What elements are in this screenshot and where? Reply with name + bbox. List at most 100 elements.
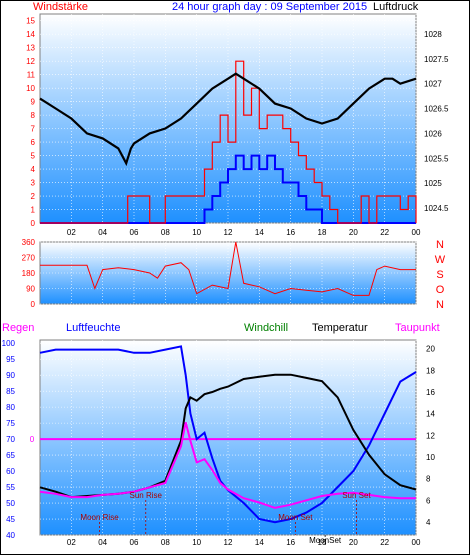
compass-label: W bbox=[435, 254, 446, 266]
humidity-tick-label: 65 bbox=[6, 451, 15, 460]
time-tick-label: 04 bbox=[98, 228, 107, 237]
wind-tick-label: 10 bbox=[26, 84, 35, 93]
humidity-tick-label: 70 bbox=[6, 435, 15, 444]
pressure-axis-title: Luftdruck bbox=[373, 1, 419, 13]
time-tick-label: 16 bbox=[286, 538, 295, 547]
time-tick-label: 14 bbox=[255, 538, 264, 547]
wind-series bbox=[40, 60, 417, 224]
time-tick-label: 02 bbox=[67, 228, 76, 237]
humidity-tick-label: 100 bbox=[2, 339, 16, 348]
event-label: Sun Set bbox=[342, 491, 371, 500]
temperature-tick-label: 10 bbox=[426, 453, 435, 462]
wind-tick-label: 6 bbox=[31, 138, 36, 147]
temperature-tick-label: 8 bbox=[426, 475, 431, 484]
windchill-title: Windchill bbox=[244, 322, 288, 334]
direction-tick-label: 180 bbox=[22, 269, 36, 278]
temperature-title: Temperatur bbox=[312, 322, 368, 334]
panel2-series bbox=[40, 241, 416, 296]
temperature-tick-label: 12 bbox=[426, 431, 435, 440]
event-label: Moon Rise bbox=[80, 513, 119, 522]
time-tick-label: 08 bbox=[161, 228, 170, 237]
wind-tick-label: 8 bbox=[31, 111, 36, 120]
pressure-tick-label: 1025.5 bbox=[424, 154, 449, 163]
humidity-title: Luftfeuchte bbox=[66, 322, 120, 334]
humidity-series bbox=[39, 345, 417, 524]
compass-label: N bbox=[436, 299, 444, 311]
wind-tick-label: 14 bbox=[26, 30, 35, 39]
time-tick-label: 10 bbox=[192, 228, 201, 237]
pressure-tick-label: 1027 bbox=[424, 80, 442, 89]
gust-series bbox=[40, 154, 416, 224]
compass-label: N bbox=[436, 239, 444, 251]
humidity-tick-label: 75 bbox=[6, 419, 15, 428]
temperature-tick-label: 16 bbox=[426, 388, 435, 397]
panel3-axes: 4045505560657075808590951004681012141618… bbox=[2, 339, 436, 547]
direction-tick-label: 0 bbox=[31, 300, 36, 309]
time-tick-label: 06 bbox=[130, 228, 139, 237]
graph-title: 24 hour graph day : 09 September 2015 bbox=[172, 1, 367, 13]
event-label: MoonSet bbox=[309, 536, 342, 545]
wind-tick-label: 2 bbox=[31, 192, 36, 201]
time-tick-label: 10 bbox=[192, 538, 201, 547]
wind-tick-label: 3 bbox=[31, 179, 36, 188]
humidity-tick-label: 55 bbox=[6, 483, 15, 492]
wind-tick-label: 15 bbox=[26, 17, 35, 26]
panel1-axes: 01234567891011121314151024.510251025.510… bbox=[26, 17, 449, 237]
dewpoint-series bbox=[39, 422, 416, 509]
temperature-tick-label: 18 bbox=[426, 366, 435, 375]
humidity-tick-label: 40 bbox=[6, 531, 15, 540]
time-tick-label: 14 bbox=[255, 228, 264, 237]
temperature-tick-label: 6 bbox=[426, 496, 431, 505]
wind-tick-label: 11 bbox=[27, 71, 36, 80]
wind-tick-label: 13 bbox=[26, 44, 35, 53]
humidity-tick-label: 90 bbox=[6, 371, 15, 380]
wind-tick-label: 4 bbox=[31, 165, 36, 174]
compass-label: O bbox=[436, 284, 445, 296]
direction-tick-label: 270 bbox=[22, 254, 36, 263]
pressure-tick-label: 1024.5 bbox=[424, 204, 449, 213]
time-tick-label: 00 bbox=[412, 228, 421, 237]
time-tick-label: 12 bbox=[224, 228, 233, 237]
humidity-tick-label: 50 bbox=[6, 499, 15, 508]
temperature-tick-label: 4 bbox=[426, 518, 431, 527]
time-tick-label: 08 bbox=[161, 538, 170, 547]
wind-tick-label: 0 bbox=[31, 219, 36, 228]
time-tick-label: 22 bbox=[380, 538, 389, 547]
wind-tick-label: 9 bbox=[31, 98, 36, 107]
wind-axis-title: Windstärke bbox=[33, 1, 88, 13]
time-tick-label: 04 bbox=[98, 538, 107, 547]
humidity-tick-label: 85 bbox=[6, 387, 15, 396]
panel3-series bbox=[39, 345, 417, 524]
wind-tick-label: 7 bbox=[31, 125, 36, 134]
time-tick-label: 20 bbox=[349, 538, 358, 547]
event-label: Sun Rise bbox=[130, 491, 163, 500]
time-tick-label: 18 bbox=[318, 538, 327, 547]
time-tick-label: 02 bbox=[67, 538, 76, 547]
wind-tick-label: 12 bbox=[26, 57, 35, 66]
time-tick-label: 22 bbox=[380, 228, 389, 237]
time-tick-label: 18 bbox=[318, 228, 327, 237]
time-tick-label: 20 bbox=[349, 228, 358, 237]
rain-tick-label: 0 bbox=[30, 435, 35, 444]
humidity-tick-label: 45 bbox=[6, 515, 15, 524]
event-label: Moon Set bbox=[278, 513, 313, 522]
temperature-tick-label: 20 bbox=[426, 345, 435, 354]
compass-label: S bbox=[436, 269, 443, 281]
humidity-tick-label: 80 bbox=[6, 403, 15, 412]
pressure-tick-label: 1025 bbox=[424, 179, 442, 188]
pressure-tick-label: 1028 bbox=[424, 30, 442, 39]
pressure-series bbox=[39, 72, 417, 167]
time-tick-label: 12 bbox=[224, 538, 233, 547]
wind-tick-label: 5 bbox=[31, 152, 36, 161]
time-tick-label: 16 bbox=[286, 228, 295, 237]
temperature-tick-label: 14 bbox=[426, 410, 435, 419]
time-tick-label: 06 bbox=[130, 538, 139, 547]
rain-title: Regen bbox=[2, 322, 34, 334]
direction-tick-label: 360 bbox=[22, 238, 36, 247]
panel3-events: Sun Rise Sun Set Moon Rise Moon Set MoonSet bbox=[80, 491, 371, 545]
pressure-tick-label: 1026.5 bbox=[424, 105, 449, 114]
wind-tick-label: 1 bbox=[31, 206, 36, 215]
direction-series bbox=[40, 241, 416, 296]
